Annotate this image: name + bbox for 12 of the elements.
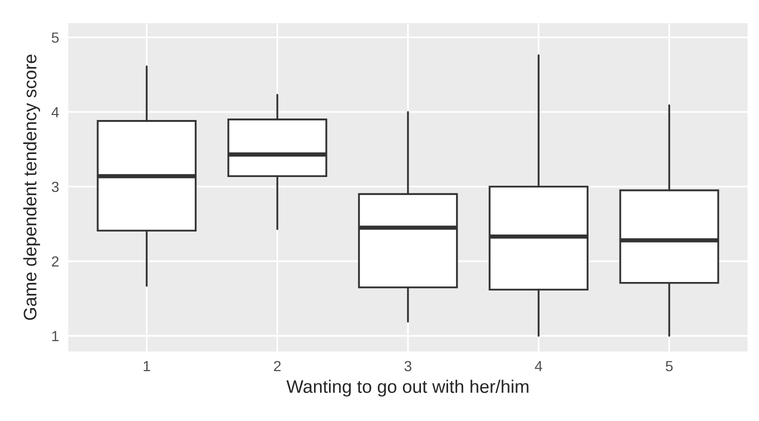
y-tick-label: 1	[52, 331, 59, 342]
y-axis-title: Game dependent tendency score	[23, 54, 40, 320]
y-tick-label: 2	[52, 256, 59, 267]
x-tick-label: 2	[274, 360, 281, 372]
x-axis-title: Wanting to go out with her/him	[286, 380, 528, 397]
x-tick-label: 5	[666, 361, 673, 372]
x-tick-label: 3	[404, 360, 412, 372]
y-tick-label: 3	[52, 182, 59, 192]
x-tick-label: 4	[534, 361, 542, 372]
y-tick-label: 5	[52, 32, 59, 43]
x-tick-label: 1	[144, 361, 150, 372]
y-tick-label: 4	[52, 107, 59, 118]
